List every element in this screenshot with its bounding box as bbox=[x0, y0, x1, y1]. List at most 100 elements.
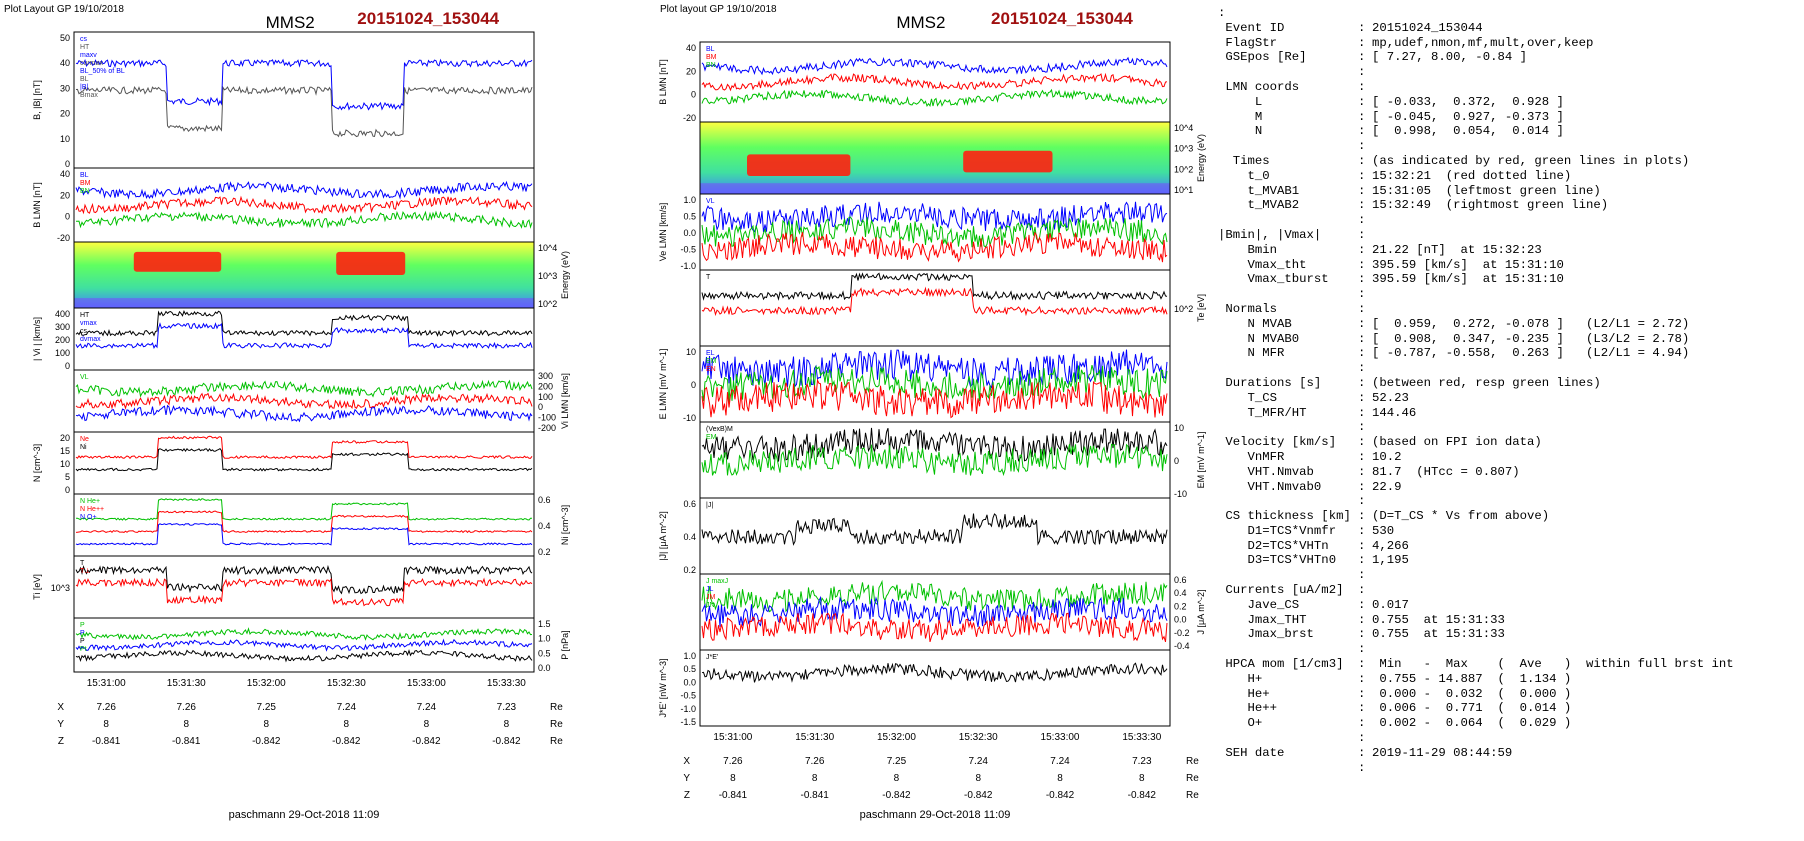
summary-value: 530 bbox=[1372, 523, 1395, 538]
position-value: 8 bbox=[183, 719, 189, 730]
axis-tick-label: 100 bbox=[55, 348, 70, 358]
position-value: 7.25 bbox=[257, 702, 277, 713]
position-value: 7.23 bbox=[1132, 756, 1152, 767]
summary-sep: : bbox=[1358, 420, 1366, 435]
plot-spacecraft-title: MMS2 bbox=[896, 13, 945, 32]
series-line bbox=[75, 310, 533, 338]
summary-value: 0.002 - 0.064 ( 0.029 ) bbox=[1372, 716, 1572, 731]
time-tick-label: 15:31:30 bbox=[795, 732, 834, 743]
position-value: 7.24 bbox=[969, 756, 989, 767]
axis-tick-label: 0.5 bbox=[683, 212, 696, 222]
summary-sep: : bbox=[1358, 538, 1366, 553]
legend-entry: EN bbox=[706, 366, 716, 373]
series-line bbox=[701, 216, 1168, 248]
summary-key bbox=[1218, 731, 1358, 746]
plot-footer: paschmann 29-Oct-2018 11:09 bbox=[229, 809, 380, 821]
legend-entry: HT bbox=[80, 44, 90, 51]
series-line bbox=[701, 272, 1168, 301]
position-value: -0.842 bbox=[332, 736, 361, 747]
summary-row: Bmin:21.22 [nT] at 15:32:23 bbox=[1218, 243, 1798, 258]
summary-value: 2019-11-29 08:44:59 bbox=[1372, 745, 1513, 760]
plot-event-title: 20151024_153044 bbox=[991, 9, 1133, 28]
summary-row: t_MVAB1:15:31:05 (leftmost green line) bbox=[1218, 184, 1798, 199]
legend-entry: BL bbox=[80, 76, 89, 83]
axis-tick-label: 0.4 bbox=[538, 521, 551, 531]
panel-bg bbox=[700, 498, 1170, 574]
plot-spacecraft-title: MMS2 bbox=[266, 13, 315, 32]
axis-tick-label: 0.0 bbox=[683, 677, 696, 687]
legend-entry: BL bbox=[80, 172, 89, 179]
axis-tick-label: 0.5 bbox=[538, 648, 551, 658]
summary-sep: : bbox=[1358, 124, 1366, 139]
summary-row: Currents [uA/m2]: bbox=[1218, 583, 1798, 598]
summary-key: Jmax_brst bbox=[1218, 627, 1314, 642]
axis-tick-label: 10^4 bbox=[538, 243, 557, 253]
axis-tick-label: 0.6 bbox=[683, 499, 696, 509]
plot-header: Plot layout GP 19/10/2018 bbox=[660, 4, 777, 15]
legend-entry: JL bbox=[706, 586, 714, 593]
summary-sep: : bbox=[1358, 346, 1366, 361]
axis-tick-label: 0 bbox=[65, 485, 70, 495]
panel-bg bbox=[74, 494, 534, 556]
panel: 1.0 0.5 0.0 -0.5 -1.0 Ve LMN [km/s] VL bbox=[658, 193, 1171, 271]
series-line bbox=[701, 231, 1168, 263]
summary-key: Normals bbox=[1218, 301, 1278, 316]
summary-row: HPCA mom [1/cm3]: Min - Max ( Ave ) with… bbox=[1218, 657, 1798, 672]
summary-key: L bbox=[1218, 94, 1263, 109]
series-line bbox=[701, 56, 1168, 76]
axis-tick-label: 1.0 bbox=[683, 195, 696, 205]
axis-tick-label: 100 bbox=[538, 392, 553, 402]
summary-key bbox=[1218, 213, 1358, 228]
summary-key: T_CS bbox=[1218, 390, 1278, 405]
legend-entry: N He+ bbox=[80, 498, 100, 505]
summary-value bbox=[1372, 80, 1798, 95]
axis-tick-label: -1.0 bbox=[680, 261, 696, 271]
summary-key: t_0 bbox=[1218, 168, 1270, 183]
panel-bg bbox=[700, 270, 1170, 346]
summary-key: O+ bbox=[1218, 716, 1263, 731]
time-tick-label: 15:31:00 bbox=[87, 678, 126, 689]
panel: 10^3 Ti [eV] TT⊥ bbox=[32, 555, 535, 619]
position-value: -0.842 bbox=[252, 736, 281, 747]
plot-footer: paschmann 29-Oct-2018 11:09 bbox=[860, 809, 1011, 821]
legend-entry: JN bbox=[706, 602, 715, 609]
axis-tick-label: 20 bbox=[686, 66, 696, 76]
series-line bbox=[75, 85, 533, 138]
legend-entry: P bbox=[80, 638, 85, 645]
summary-row: : bbox=[1218, 761, 1798, 776]
axis-tick-label: 50 bbox=[60, 33, 70, 43]
time-tick-label: 15:31:30 bbox=[167, 678, 206, 689]
summary-value: [ 0.959, 0.272, -0.078 ] (L2/L1 = 2.72) bbox=[1372, 316, 1690, 331]
summary-value: 0.000 - 0.032 ( 0.000 ) bbox=[1372, 686, 1572, 701]
summary-value: 0.755 at 15:31:33 bbox=[1372, 627, 1505, 642]
axis-tick-label: 0.6 bbox=[1174, 575, 1187, 585]
position-value: 8 bbox=[263, 719, 269, 730]
panel-bg bbox=[74, 370, 534, 432]
summary-value: 0.006 - 0.771 ( 0.014 ) bbox=[1372, 701, 1572, 716]
legend-entry: (VexB)M bbox=[706, 426, 733, 433]
summary-value: (as indicated by red, green lines in plo… bbox=[1372, 153, 1690, 168]
time-tick-label: 15:33:00 bbox=[1041, 732, 1080, 743]
summary-sep: : bbox=[1358, 449, 1366, 464]
summary-value: 22.9 bbox=[1372, 479, 1402, 494]
summary-row: FlagStr: mp,udef,nmon,mf,mult,over,keep bbox=[1218, 36, 1798, 51]
axis-tick-label: 10^3 bbox=[51, 583, 70, 593]
summary-row: |Bmin|, |Vmax|: bbox=[1218, 228, 1798, 243]
summary-sep: : bbox=[1358, 509, 1366, 524]
legend-entry: BN bbox=[80, 188, 90, 195]
summary-key: CS thickness [km] bbox=[1218, 509, 1351, 524]
summary-value: 4,266 bbox=[1372, 538, 1409, 553]
time-tick-label: 15:32:00 bbox=[247, 678, 286, 689]
series-line bbox=[701, 427, 1168, 462]
summary-sep: : bbox=[1358, 94, 1366, 109]
axis-tick-label: 0 bbox=[1174, 456, 1179, 466]
summary-sep: : bbox=[1358, 716, 1366, 731]
summary-key: LMN coords bbox=[1218, 79, 1300, 94]
summary-value: [ -0.787, -0.558, 0.263 ] (L2/L1 = 4.94) bbox=[1372, 346, 1690, 361]
summary-sep: : bbox=[1358, 109, 1366, 124]
panel: 10^2 Te [eV] T bbox=[699, 269, 1206, 347]
